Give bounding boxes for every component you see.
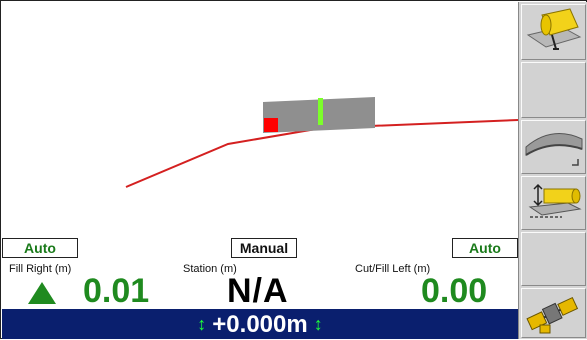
up-arrow-icon xyxy=(28,282,56,304)
gps-satellite-icon xyxy=(526,296,579,334)
station-label: Station (m) xyxy=(183,263,237,275)
sidebar-empty-button[interactable] xyxy=(521,62,586,118)
fill-right-label: Fill Right (m) xyxy=(9,263,72,275)
fill-right-value: 0.01 xyxy=(83,272,150,310)
blade-center-marker-green xyxy=(318,98,323,125)
cross-section-view[interactable] xyxy=(2,2,518,238)
elevation-offset-value: +0.000m xyxy=(212,311,308,338)
sidebar xyxy=(518,2,587,339)
gps-status-button[interactable] xyxy=(521,288,586,338)
surface-view-button[interactable] xyxy=(521,120,586,174)
blade-yellow-icon xyxy=(526,8,582,50)
blade-offset-icon xyxy=(528,183,582,218)
mode-center-manual[interactable]: Manual xyxy=(231,238,297,258)
cutfill-left-value: 0.00 xyxy=(421,272,488,310)
elevation-offset-bar[interactable]: ↕ +0.000m ↕ xyxy=(2,309,518,339)
cross-section-canvas xyxy=(125,97,518,188)
design-surface-line xyxy=(125,119,518,188)
blade-settings-button[interactable] xyxy=(521,4,586,60)
sidebar-empty-button[interactable] xyxy=(521,232,586,286)
mode-left-auto[interactable]: Auto xyxy=(2,238,78,258)
mode-right-auto[interactable]: Auto xyxy=(452,238,518,258)
vertical-double-arrow-icon: ↕ xyxy=(313,314,323,334)
station-value: N/A xyxy=(227,272,289,310)
blade-offset-button[interactable] xyxy=(521,176,586,230)
blade-edge-marker-red xyxy=(264,118,278,132)
vertical-double-arrow-icon: ↕ xyxy=(197,314,207,334)
cutfill-left-label: Cut/Fill Left (m) xyxy=(355,263,431,275)
surface-profile-icon xyxy=(525,133,583,166)
